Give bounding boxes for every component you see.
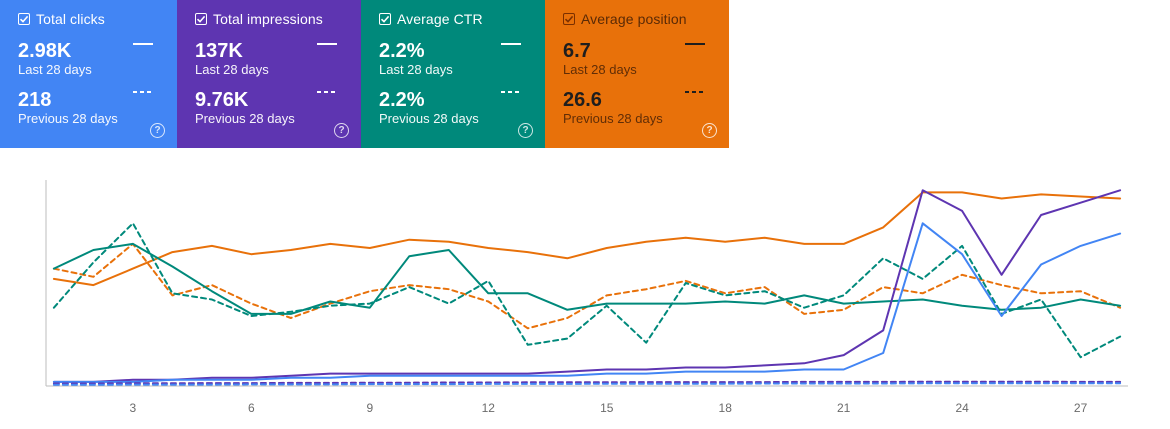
card-title: Total impressions xyxy=(213,11,323,27)
card-period: Last 28 days xyxy=(18,62,92,77)
series-line-4 xyxy=(52,189,1122,383)
card-previous-value: 26.6 xyxy=(563,89,602,111)
series-line-5 xyxy=(52,222,1122,383)
series-line-3 xyxy=(52,222,1122,359)
x-tick-label: 24 xyxy=(955,401,969,415)
x-tick-label: 27 xyxy=(1074,401,1088,415)
card-title: Total clicks xyxy=(36,11,105,27)
series-line-0 xyxy=(52,191,1122,287)
performance-line-chart: 3 6 9 12 15 18 21 24 27 xyxy=(45,180,1128,415)
card-previous-value: 218 xyxy=(18,89,52,111)
card-title: Average position xyxy=(581,11,687,27)
legend-solid-line-icon xyxy=(317,43,337,45)
card-previous-period: Previous 28 days xyxy=(18,111,118,126)
legend-dashed-line-icon xyxy=(133,91,153,93)
x-tick-label: 18 xyxy=(719,401,733,415)
x-tick-label: 15 xyxy=(600,401,614,415)
card-value: 2.2% xyxy=(379,40,425,62)
card-average-position[interactable]: Average position 6.7 Last 28 days 26.6 P… xyxy=(545,0,729,148)
x-tick-label: 12 xyxy=(482,401,496,415)
card-total-impressions[interactable]: Total impressions 137K Last 28 days 9.76… xyxy=(177,0,361,148)
legend-solid-line-icon xyxy=(133,43,153,45)
metric-cards: Total clicks 2.98K Last 28 days 218 Prev… xyxy=(0,0,729,148)
card-previous-period: Previous 28 days xyxy=(379,111,479,126)
card-value: 2.98K xyxy=(18,40,72,62)
legend-dashed-line-icon xyxy=(685,91,705,93)
card-value: 137K xyxy=(195,40,243,62)
card-previous-value: 2.2% xyxy=(379,89,425,111)
series-line-2 xyxy=(52,242,1122,315)
legend-solid-line-icon xyxy=(501,43,521,45)
checkbox-checked-icon[interactable] xyxy=(379,13,391,25)
checkbox-checked-icon[interactable] xyxy=(18,13,30,25)
x-tick-label: 3 xyxy=(130,401,137,415)
card-period: Last 28 days xyxy=(195,62,269,77)
x-tick-label: 21 xyxy=(837,401,851,415)
card-period: Last 28 days xyxy=(563,62,637,77)
help-icon[interactable]: ? xyxy=(150,123,165,138)
help-icon[interactable]: ? xyxy=(518,123,533,138)
card-value: 6.7 xyxy=(563,40,591,62)
help-icon[interactable]: ? xyxy=(702,123,717,138)
help-icon[interactable]: ? xyxy=(334,123,349,138)
checkbox-checked-icon[interactable] xyxy=(195,13,207,25)
card-title: Average CTR xyxy=(397,11,483,27)
legend-dashed-line-icon xyxy=(317,91,337,93)
card-total-clicks[interactable]: Total clicks 2.98K Last 28 days 218 Prev… xyxy=(0,0,177,148)
series-line-6 xyxy=(52,380,1122,385)
card-average-ctr[interactable]: Average CTR 2.2% Last 28 days 2.2% Previ… xyxy=(361,0,545,148)
x-tick-label: 9 xyxy=(366,401,373,415)
checkbox-checked-icon[interactable] xyxy=(563,13,575,25)
card-previous-period: Previous 28 days xyxy=(195,111,295,126)
card-previous-value: 9.76K xyxy=(195,89,249,111)
card-previous-period: Previous 28 days xyxy=(563,111,663,126)
series-line-1 xyxy=(52,242,1122,330)
legend-dashed-line-icon xyxy=(501,91,521,93)
series-line-7 xyxy=(52,382,1122,386)
x-tick-label: 6 xyxy=(248,401,255,415)
card-period: Last 28 days xyxy=(379,62,453,77)
legend-solid-line-icon xyxy=(685,43,705,45)
